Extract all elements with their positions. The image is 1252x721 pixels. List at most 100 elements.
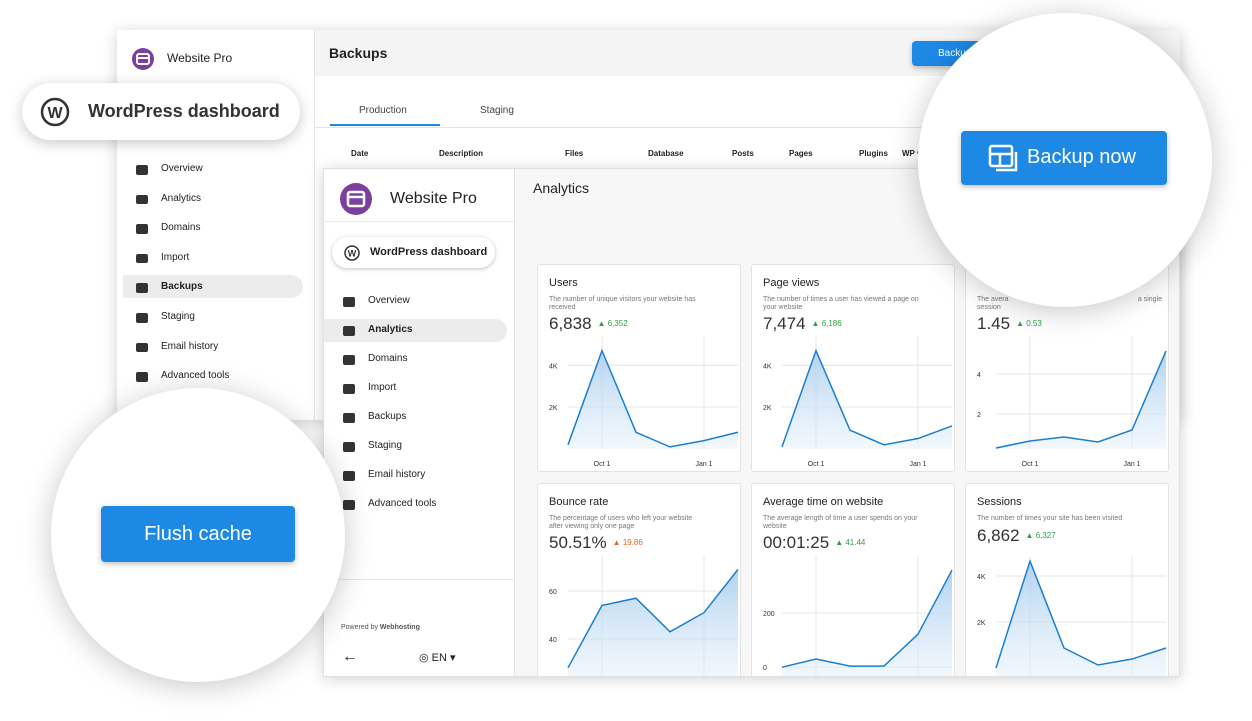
metric-delta: ▲ 41.44 [835,538,866,547]
svg-text:W: W [47,105,63,122]
column-header: Date [351,149,369,158]
menu-item[interactable]: Analytics [368,324,413,335]
analytics-window: Website Pro W WordPress dashboard Powere… [323,168,1180,677]
card-description: The percentage of users who left your we… [549,515,693,522]
x-tick-label: Jan 1 [1123,461,1140,468]
card-description: after viewing only one page [549,523,635,530]
wordpress-pill[interactable]: W WordPress dashboard [22,83,300,140]
powered-by: Powered by Webhosting [341,624,420,631]
y-tick-label: 4K [763,363,772,370]
delta-value: 19.86 [622,538,643,547]
line-chart: 2 4 Oct 1 Jan 1 [977,336,1167,468]
menu-item[interactable]: Staging [161,311,195,322]
wordpress-logo: W [40,97,70,127]
powered-prefix: Powered by [341,624,378,631]
brand: Website Pro [167,51,233,65]
brand-logo [132,48,154,70]
metric-value: 50.51% [549,533,607,552]
area [782,350,952,449]
menu-icon [136,194,148,205]
menu-item[interactable]: Domains [368,353,408,364]
line [567,568,739,669]
y-tick-label: 40 [549,637,557,644]
card-description: The avera [977,296,1009,303]
column-header: Files [565,149,584,158]
card-description: The average length of time a user spends… [763,515,918,522]
menu-item[interactable]: Staging [368,440,402,451]
wordpress-label: WordPress dashboard [88,101,280,121]
wordpress-logo: W [344,245,360,261]
divider [324,221,514,222]
menu-item[interactable]: Email history [161,340,219,352]
menu-item[interactable]: Backups [161,281,203,293]
card-description: The number of times your site has been v… [977,515,1123,522]
metric-value: 1.45 [977,314,1011,333]
column-header: Pages [789,149,813,158]
card-description: received [549,304,576,311]
menu-icon [343,355,355,365]
line [995,350,1167,449]
menu-icon [136,253,148,264]
y-tick-label: 4K [549,363,558,370]
metric-card: Sessions The number of times your site ha… [965,483,1169,676]
menu-item[interactable]: Overview [161,163,203,174]
menu-icon [343,500,355,510]
card-title: Sessions [977,496,1022,508]
backup-icon [988,144,1018,172]
menu-icon [136,165,148,175]
line-chart: 2K 4K [977,556,1167,676]
tab[interactable]: Production [359,105,407,116]
wordpress-button[interactable]: W WordPress dashboard [332,237,495,268]
menu-highlight [324,319,507,342]
zoom-lens: Backup now [918,13,1212,307]
metric-row: 50.51% ▲ 19.86 [549,533,643,553]
metric-card: Users The number of unique visitors your … [537,264,741,472]
menu-item[interactable]: Import [161,251,190,263]
column-header: Plugins [859,149,888,158]
y-tick-label: 4 [977,372,981,379]
backup-now-button[interactable]: Backup now [961,131,1167,185]
flush-cache-button[interactable]: Flush cache [101,506,295,562]
svg-text:W: W [348,249,357,259]
area [782,570,952,676]
tab-indicator [330,124,440,126]
page-title: Backups [329,45,388,61]
menu-highlight [123,275,303,298]
divider [314,30,315,420]
back-arrow[interactable]: ← [342,648,358,665]
metric-row: 6,838 ▲ 6,352 [549,314,628,334]
menu-item[interactable]: Import [368,382,397,393]
y-tick-label: 200 [763,611,775,618]
divider [315,127,1180,128]
delta-value: 0.53 [1026,319,1042,328]
menu-item[interactable]: Email history [368,469,426,480]
menu-icon [343,471,355,481]
menu-item[interactable]: Backups [368,411,407,422]
metric-row: 7,474 ▲ 6,186 [763,314,842,334]
x-tick-label: Oct 1 [594,461,611,468]
y-tick-label: 0 [763,665,767,672]
delta-value: 41.44 [845,538,866,547]
menu-item[interactable]: Advanced tools [161,370,230,382]
menu-item[interactable]: Domains [161,222,201,234]
menu-icon [343,442,355,452]
metric-value: 6,838 [549,314,592,333]
tab[interactable]: Staging [480,105,514,116]
card-description: a single [1137,296,1162,303]
language-code: EN [431,652,447,664]
language[interactable]: ◎ EN ▾ [419,652,456,664]
menu-item[interactable]: Overview [368,295,410,306]
card-title: Users [549,277,578,289]
menu-icon [136,342,148,353]
menu-icon [343,384,355,394]
line [781,348,953,448]
menu-item[interactable]: Analytics [161,192,202,204]
divider [514,169,515,676]
menu-item[interactable]: Advanced tools [368,498,437,509]
metric-delta: ▲ 0.53 [1016,319,1042,328]
menu-icon [136,283,148,293]
card-description: session [977,304,1001,311]
metric-delta: ▲ 6,327 [1025,531,1056,540]
menu-icon [136,224,148,234]
